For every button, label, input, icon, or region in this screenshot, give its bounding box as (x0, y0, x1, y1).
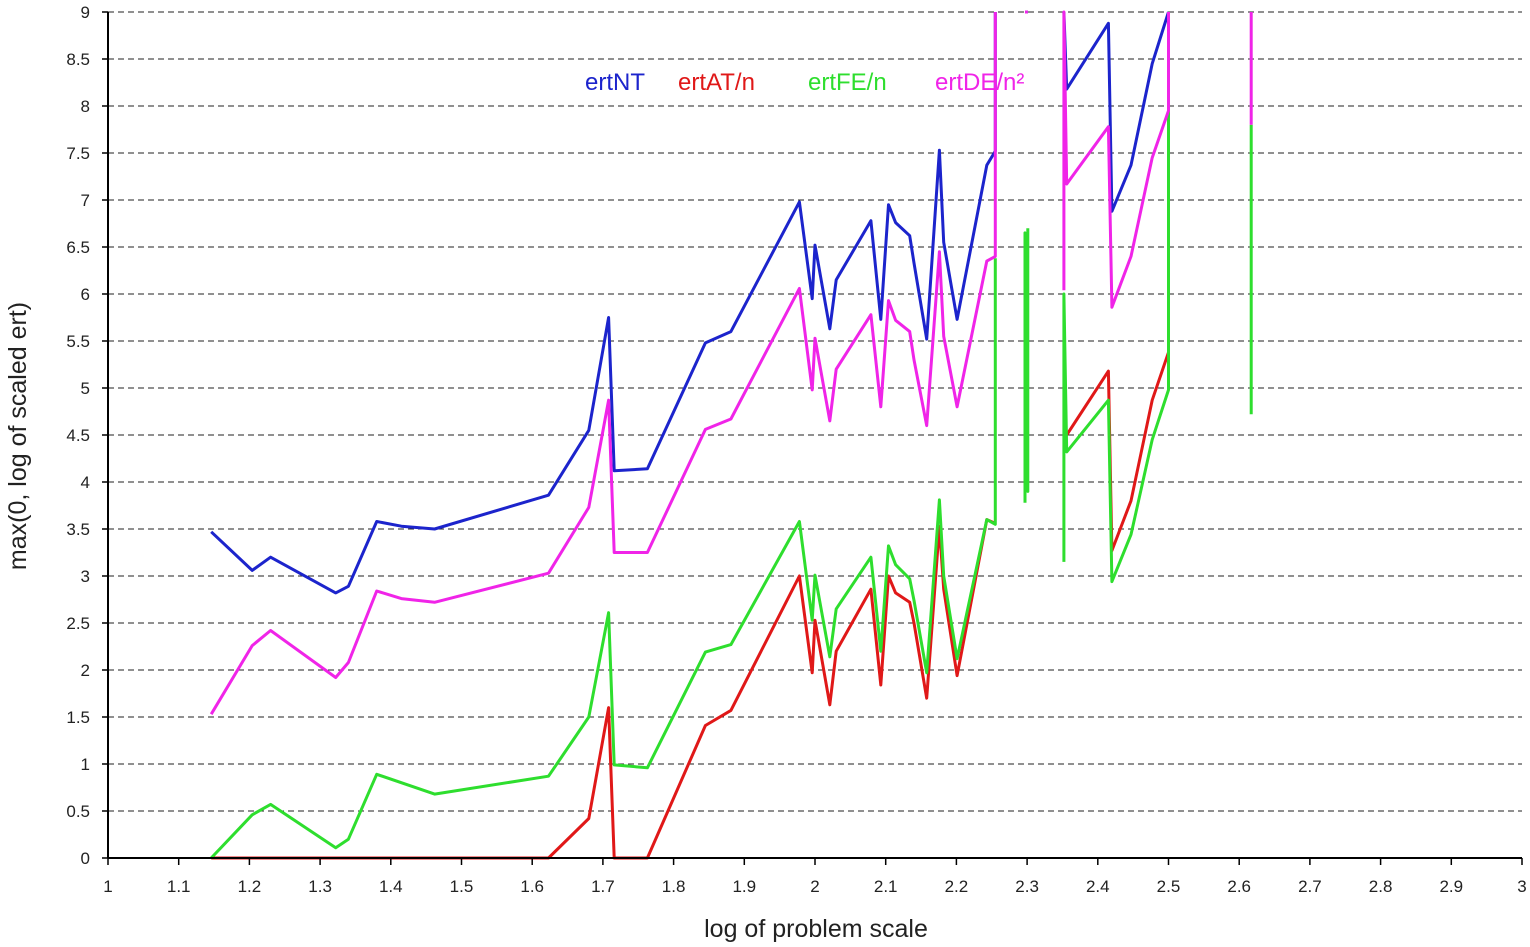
y-tick-label: 8.5 (66, 50, 90, 69)
x-tick-label: 1.4 (379, 877, 403, 896)
x-tick-label: 2.3 (1015, 877, 1039, 896)
y-tick-label: 3 (81, 567, 90, 586)
legend-item-2: ertFE/n (808, 69, 887, 96)
y-tick-label: 5.5 (66, 332, 90, 351)
x-tick-label: 1 (103, 877, 112, 896)
x-tick-label: 2.8 (1369, 877, 1393, 896)
y-tick-label: 2 (81, 661, 90, 680)
series-lines (209, 10, 1253, 860)
y-tick-label: 9 (81, 3, 90, 22)
legend-item-3: ertDE/n² (935, 69, 1024, 96)
x-tick-label: 3 (1517, 877, 1526, 896)
y-tick-label: 7.5 (66, 144, 90, 163)
y-tick-label: 5 (81, 379, 90, 398)
y-tick-label: 7 (81, 191, 90, 210)
y-tick-label: 4.5 (66, 426, 90, 445)
series-line-2 (210, 110, 1253, 860)
x-tick-label: 1.3 (308, 877, 332, 896)
x-tick-label: 2.2 (945, 877, 969, 896)
y-tick-label: 3.5 (66, 520, 90, 539)
x-axis-ticks: 1 1.1 1.2 1.3 1.4 1.5 1.6 1.7 1.8 1.9 2 2.1 2.2 2.3 2.… (103, 858, 1527, 896)
x-tick-label: 1.8 (662, 877, 686, 896)
y-tick-label: 1.5 (66, 708, 90, 727)
legend-item-1: ertAT/n (678, 69, 755, 96)
y-tick-label: 1 (81, 755, 90, 774)
x-tick-label: 2.5 (1157, 877, 1181, 896)
x-tick-label: 2.4 (1086, 877, 1110, 896)
x-tick-label: 1.9 (732, 877, 756, 896)
y-axis-title: max(0, log of scaled ert) (4, 302, 32, 570)
x-tick-label: 2 (810, 877, 819, 896)
x-tick-label: 2.9 (1439, 877, 1463, 896)
x-tick-label: 1.6 (520, 877, 544, 896)
x-tick-label: 1.2 (238, 877, 262, 896)
x-tick-label: 2.1 (874, 877, 898, 896)
legend-item-0: ertNT (585, 69, 645, 96)
x-tick-label: 1.7 (591, 877, 615, 896)
y-axis-ticks: 0 0.5 1 1.5 2 2.5 3 3.5 4 4.5 5 5.5 6 6.5 7 7.5 8 8.5 9 (66, 3, 108, 868)
x-axis-title: log of problem scale (704, 915, 928, 943)
x-tick-label: 2.7 (1298, 877, 1322, 896)
y-tick-label: 4 (81, 473, 90, 492)
y-tick-label: 8 (81, 97, 90, 116)
series-line-3 (209, 10, 1253, 715)
y-tick-label: 6 (81, 285, 90, 304)
y-tick-label: 0 (81, 849, 90, 868)
y-tick-label: 6.5 (66, 238, 90, 257)
gridlines (108, 11, 1522, 812)
x-tick-label: 2.6 (1227, 877, 1251, 896)
y-tick-label: 0.5 (66, 802, 90, 821)
y-tick-label: 2.5 (66, 614, 90, 633)
x-tick-label: 1.1 (167, 877, 191, 896)
x-tick-label: 1.5 (450, 877, 474, 896)
legend: ertNT ertAT/n ertFE/n ertDE/n² (585, 69, 1024, 96)
